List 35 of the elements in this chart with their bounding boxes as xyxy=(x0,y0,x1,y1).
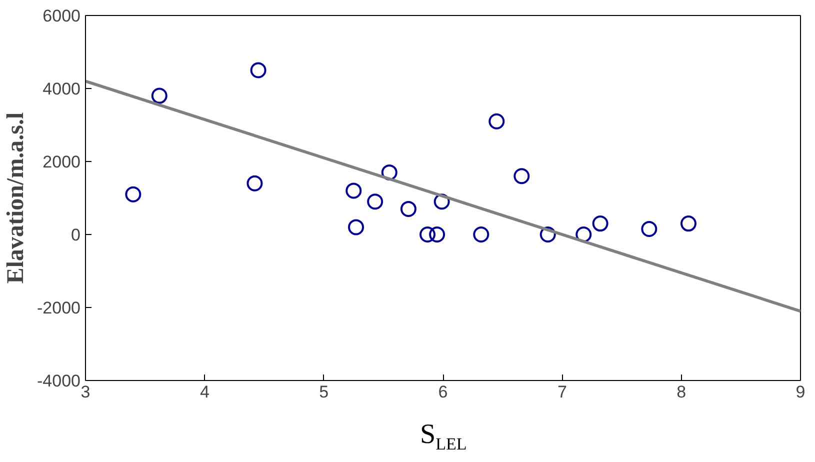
y-tick-label: 4000 xyxy=(42,80,81,98)
point xyxy=(125,186,142,202)
x-tick-label: 8 xyxy=(676,382,686,402)
y-axis-title: Elavation/m.a.s.l xyxy=(3,112,30,284)
point xyxy=(250,62,266,78)
point xyxy=(367,194,384,210)
x-tick-label: 6 xyxy=(438,382,448,402)
point xyxy=(680,216,696,232)
y-tick-label: 6000 xyxy=(42,6,81,26)
x-axis-title: S$_{LEL}$ xyxy=(420,419,467,456)
point xyxy=(151,88,168,104)
point xyxy=(346,182,362,199)
y-tick-label: -4000 xyxy=(37,372,81,390)
x-tick-label: 5 xyxy=(319,382,329,402)
x-tick-label: 9 xyxy=(796,382,806,402)
x-tick-label: 4 xyxy=(200,382,210,402)
point xyxy=(434,194,450,210)
point xyxy=(576,226,592,242)
point xyxy=(641,221,658,238)
x-tick-label: 7 xyxy=(557,382,567,402)
point xyxy=(592,216,608,232)
point xyxy=(514,168,530,184)
point xyxy=(400,200,416,217)
point xyxy=(473,226,490,242)
point xyxy=(488,113,505,130)
y-tick-label: 0 xyxy=(71,226,81,244)
point xyxy=(420,226,436,242)
point xyxy=(348,219,364,236)
x-tick-label: 3 xyxy=(80,382,90,402)
point xyxy=(540,226,556,242)
point xyxy=(381,164,398,180)
point xyxy=(246,175,263,192)
y-tick-label: 2000 xyxy=(42,152,81,172)
y-tick-label: -2000 xyxy=(37,298,81,318)
point xyxy=(429,226,446,242)
